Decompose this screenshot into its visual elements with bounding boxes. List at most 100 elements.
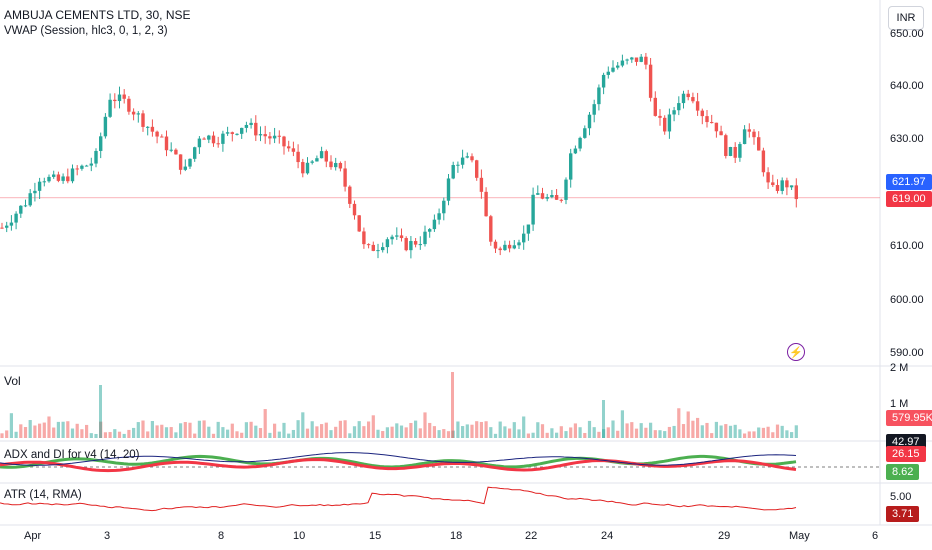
- candle-body: [733, 146, 737, 158]
- volume-bar: [451, 372, 454, 438]
- adx-legend[interactable]: ADX and DI for v4 (14, 20): [4, 449, 140, 461]
- candle-body: [686, 93, 690, 98]
- candle-body: [197, 138, 202, 148]
- volume-bar: [700, 425, 704, 438]
- volume-bar: [573, 423, 577, 438]
- candle-body: [14, 213, 18, 223]
- volume-bar: [324, 422, 328, 438]
- vwap-legend[interactable]: VWAP (Session, hlc3, 0, 1, 2, 3): [4, 25, 168, 37]
- candle-body: [616, 65, 620, 68]
- volume-bar: [578, 427, 582, 438]
- volume-bar: [743, 433, 747, 438]
- volume-bar: [559, 426, 563, 438]
- candle-body: [451, 165, 455, 179]
- volume-bar: [352, 426, 357, 438]
- time-axis-label: 18: [450, 530, 463, 542]
- candle-body: [658, 115, 662, 118]
- volume-bar: [785, 430, 789, 438]
- volume-bar: [211, 433, 216, 438]
- candle-body: [99, 136, 103, 151]
- volume-bar: [108, 432, 112, 438]
- volume-axis-label: 1 M: [890, 398, 909, 410]
- candle-body: [752, 131, 756, 138]
- volume-bar: [719, 425, 723, 438]
- candle-body: [554, 195, 559, 200]
- candle-body: [52, 174, 56, 177]
- volume-bar: [414, 420, 418, 438]
- volume-bar: [376, 429, 380, 438]
- volume-bar: [677, 408, 681, 438]
- candle-body: [235, 133, 239, 135]
- candle-body: [155, 131, 159, 137]
- di-minus-tag: 26.15: [886, 446, 926, 462]
- candle-body: [258, 134, 263, 136]
- candle-body: [19, 205, 23, 214]
- volume-bar: [611, 420, 615, 438]
- volume-bar: [587, 420, 592, 438]
- candle-body: [178, 154, 183, 170]
- candle-body: [319, 151, 324, 159]
- candle-body: [498, 248, 502, 251]
- candle-body: [287, 146, 291, 149]
- volume-bar: [691, 420, 695, 438]
- volume-bar: [649, 422, 653, 438]
- volume-bar: [357, 421, 361, 438]
- volume-bar: [315, 426, 319, 438]
- atr-legend[interactable]: ATR (14, RMA): [4, 489, 82, 501]
- currency-button[interactable]: INR: [888, 6, 924, 30]
- candle-body: [37, 181, 42, 191]
- volume-bar: [89, 433, 93, 438]
- lightning-bolt-icon[interactable]: ⚡: [787, 343, 805, 361]
- volume-bar: [752, 431, 756, 438]
- volume-bar: [80, 429, 84, 438]
- candle-body: [456, 164, 460, 166]
- time-axis-label: 29: [718, 530, 731, 542]
- volume-bar: [493, 433, 498, 438]
- volume-bar: [503, 426, 507, 438]
- symbol-title[interactable]: AMBUJA CEMENTS LTD, 30, NSE: [4, 8, 191, 22]
- volume-bar: [696, 417, 700, 438]
- time-axis-label: 10: [293, 530, 306, 542]
- candle-body: [578, 137, 582, 149]
- volume-bar: [61, 421, 65, 438]
- volume-bar: [728, 425, 733, 438]
- candle-body: [489, 216, 493, 242]
- candle-body: [794, 185, 798, 200]
- candle-body: [428, 229, 432, 232]
- volume-bar: [240, 432, 244, 438]
- candle-body: [465, 156, 469, 158]
- candle-body: [766, 172, 770, 183]
- volume-bar: [132, 427, 136, 438]
- candle-body: [291, 148, 296, 152]
- volume-bar: [188, 422, 192, 438]
- price-axis-label: 600.00: [890, 294, 924, 306]
- candle-body: [503, 244, 507, 251]
- candle-body: [564, 179, 568, 200]
- candle-body: [183, 166, 187, 170]
- volume-bar: [226, 429, 230, 438]
- candle-body: [42, 181, 46, 183]
- volume-bar: [268, 432, 272, 438]
- atr-line: [0, 486, 797, 512]
- volume-bar: [174, 432, 178, 438]
- candle-body: [512, 245, 516, 249]
- candle-body: [559, 199, 563, 201]
- volume-bar: [564, 431, 568, 438]
- volume-bar: [202, 420, 206, 438]
- price-axis-label: 640.00: [890, 80, 924, 92]
- candle-body: [94, 150, 98, 164]
- candle-body: [146, 126, 150, 128]
- volume-bar: [489, 427, 493, 438]
- volume-bar: [522, 416, 526, 438]
- volume-legend[interactable]: Vol: [4, 374, 21, 388]
- price-axis-label: 610.00: [890, 240, 924, 252]
- candle-body: [719, 131, 723, 136]
- candle-body: [343, 168, 347, 187]
- volume-bar: [47, 416, 51, 438]
- volume-bar: [738, 429, 742, 438]
- volume-bar: [5, 430, 9, 438]
- volume-bar: [183, 422, 187, 438]
- candle-body: [348, 186, 352, 204]
- volume-bar: [244, 422, 248, 438]
